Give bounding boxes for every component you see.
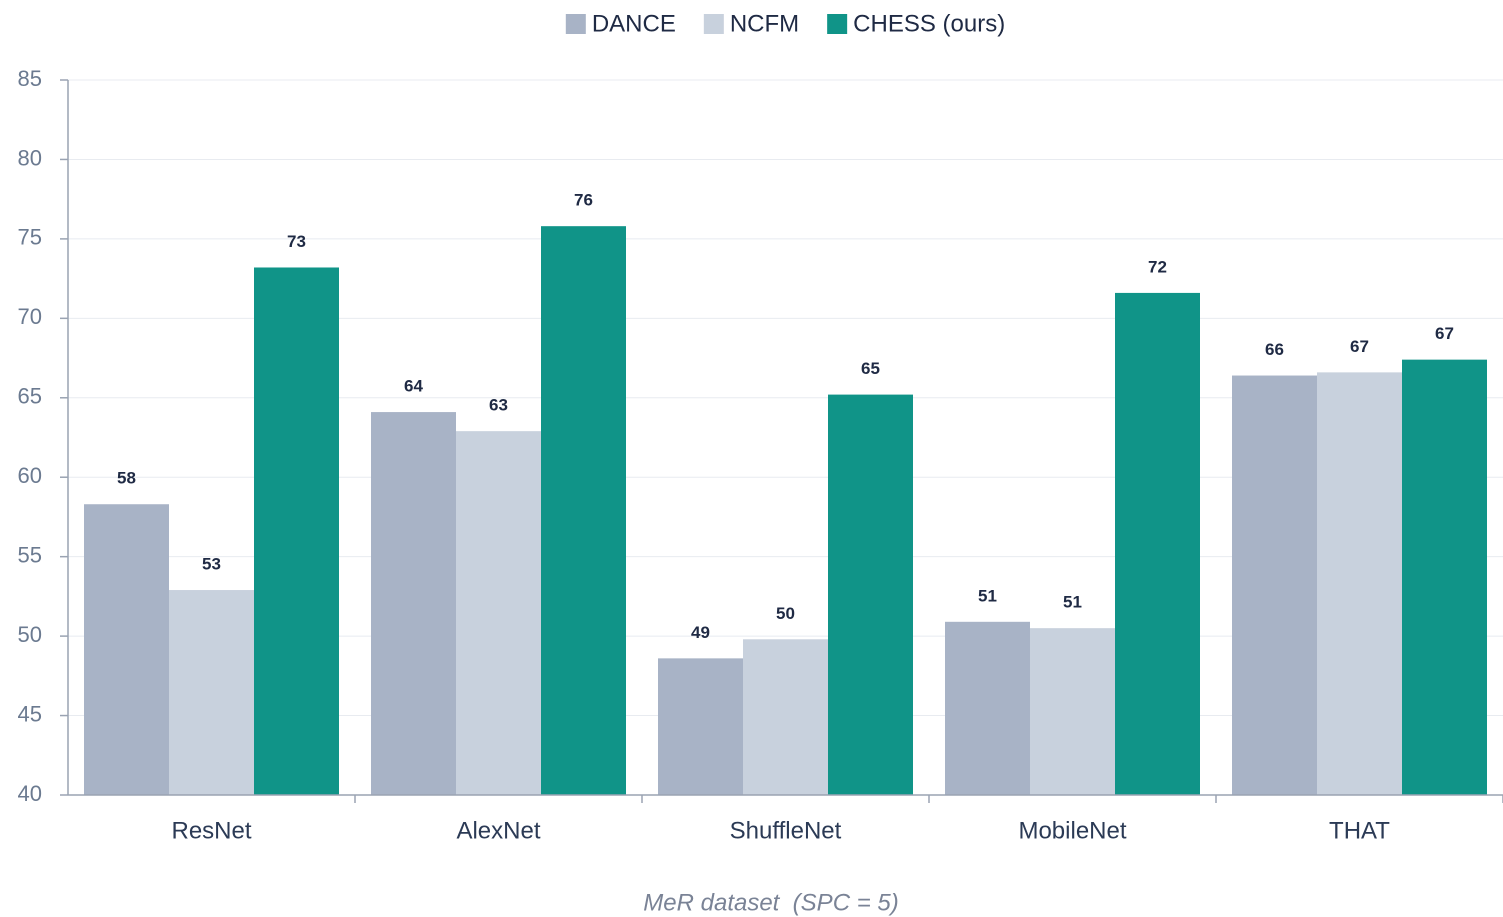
value-label: 63 [489, 396, 508, 415]
legend-label: NCFM [730, 10, 799, 37]
y-tick-label: 55 [18, 542, 42, 567]
bar [254, 267, 339, 795]
value-label: 51 [1063, 593, 1082, 612]
bar [743, 639, 828, 795]
y-tick-label: 60 [18, 463, 42, 488]
x-axis-label: MeR dataset (SPC = 5) [643, 889, 898, 916]
y-tick-label: 45 [18, 701, 42, 726]
bar [1232, 375, 1317, 795]
value-label: 66 [1265, 340, 1284, 359]
value-label: 67 [1435, 324, 1454, 343]
bar [84, 504, 169, 795]
y-tick-label: 80 [18, 145, 42, 170]
y-tick-label: 40 [18, 781, 42, 806]
bar [456, 431, 541, 795]
y-tick-label: 70 [18, 304, 42, 329]
x-tick-label: MobileNet [1018, 817, 1126, 844]
bar [371, 412, 456, 795]
value-label: 49 [691, 623, 710, 642]
legend-swatch [827, 14, 848, 34]
bar [1030, 628, 1115, 795]
x-tick-label: THAT [1329, 817, 1390, 844]
value-label: 50 [776, 604, 795, 623]
y-tick-label: 50 [18, 622, 42, 647]
bar [1115, 292, 1200, 795]
bar [945, 621, 1030, 795]
bar [169, 590, 254, 795]
x-tick-label: ShuffleNet [730, 817, 842, 844]
legend-label: DANCE [592, 10, 676, 37]
value-label: 58 [117, 469, 136, 488]
bar [658, 658, 743, 795]
value-label: 51 [978, 586, 997, 605]
y-tick-label: 85 [18, 66, 42, 91]
y-tick-label: 75 [18, 225, 42, 250]
value-label: 67 [1350, 337, 1369, 356]
value-label: 76 [574, 191, 593, 210]
bar [1317, 372, 1402, 795]
legend-swatch [703, 14, 724, 34]
bar [828, 394, 913, 795]
x-tick-label: AlexNet [456, 817, 540, 844]
legend-label: CHESS (ours) [853, 10, 1005, 37]
bar [541, 226, 626, 795]
y-tick-label: 65 [18, 384, 42, 409]
value-label: 53 [202, 555, 221, 574]
value-label: 65 [861, 359, 880, 378]
x-tick-label: ResNet [171, 817, 251, 844]
legend-swatch [565, 14, 586, 34]
value-label: 73 [287, 232, 306, 251]
bar [1402, 359, 1487, 795]
value-label: 72 [1148, 257, 1167, 276]
value-label: 64 [404, 377, 423, 396]
